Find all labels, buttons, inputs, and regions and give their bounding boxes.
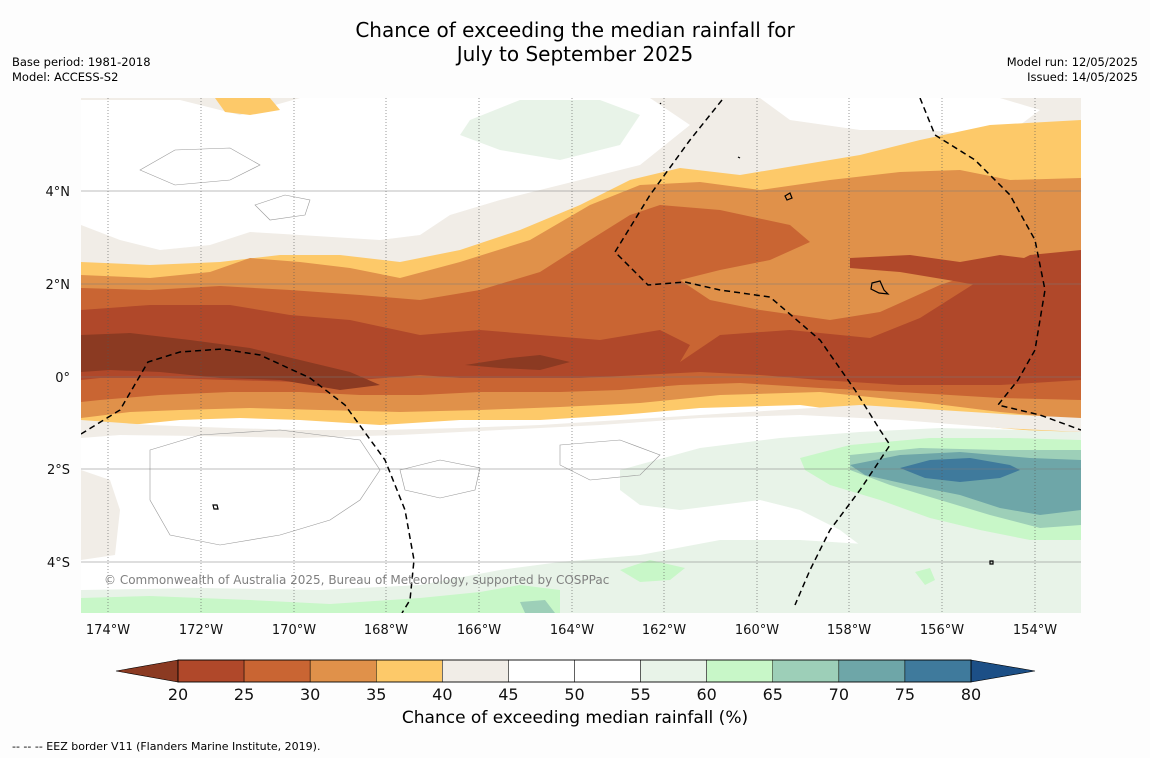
contour-40-45-south-sliver (81, 405, 1081, 438)
lon-label-164w: 164°W (550, 623, 594, 638)
colorbar-tick-label: 55 (630, 685, 650, 700)
colorbar-frame (177, 659, 972, 683)
colorbar-under-arrow (115, 659, 179, 683)
colorbar-cell (508, 659, 575, 683)
lon-label-160w: 160°W (735, 623, 779, 638)
lon-labels: 174°W 172°W 170°W 168°W 166°W 164°W 162°… (86, 623, 1057, 638)
meta-right: Model run: 12/05/2025 Issued: 14/05/2025 (1007, 55, 1138, 85)
base-period-text: Base period: 1981-2018 (12, 55, 151, 69)
graticule-meridians (107, 98, 1036, 613)
colorbar-tick-label: 50 (564, 685, 584, 700)
contour-35-40-nw-blob (215, 98, 280, 115)
map-field: © Commonwealth of Australia 2025, Bureau… (81, 98, 1081, 613)
lon-label-170w: 170°W (272, 623, 316, 638)
lat-label-2s: 2°S (47, 463, 70, 478)
colorbar: 20 25 30 35 40 45 50 55 60 65 70 75 80 (115, 659, 1036, 700)
map-title-line1: Chance of exceeding the median rainfall … (355, 18, 795, 42)
contour-20-25-band (81, 250, 1081, 385)
map-title: Chance of exceeding the median rainfall … (0, 18, 1150, 66)
lat-label-4s: 4°S (47, 556, 70, 571)
colorbar-tick-label: 35 (366, 685, 386, 700)
contour-75-80-east (900, 458, 1020, 482)
rainfall-map: © Commonwealth of Australia 2025, Bureau… (46, 98, 1081, 700)
colorbar-tick-label: 20 (168, 685, 188, 700)
colorbar-cell (442, 659, 509, 683)
contour-60-65-south-blob (620, 560, 685, 582)
eez-footnote: -- -- -- EEZ border V11 (Flanders Marine… (12, 740, 321, 753)
colorbar-cells (177, 659, 972, 683)
islands (212, 102, 994, 565)
thin-contours (139, 147, 661, 546)
colorbar-cell (376, 659, 443, 683)
model-text: Model: ACCESS-S2 (12, 70, 119, 84)
lat-label-4n: 4°N (46, 185, 71, 200)
colorbar-cell (309, 659, 377, 683)
colorbar-title: Chance of exceeding median rainfall (%) (401, 708, 749, 728)
colorbar-tick-label: 25 (234, 685, 254, 700)
issued-text: Issued: 14/05/2025 (1027, 70, 1138, 84)
meta-left: Base period: 1981-2018 Model: ACCESS-S2 (12, 55, 151, 85)
map-title-line2: July to September 2025 (456, 42, 694, 66)
lon-label-162w: 162°W (642, 623, 686, 638)
contour-20-25-ne-blob (850, 255, 1050, 290)
colorbar-tick-label: 70 (829, 685, 849, 700)
colorbar-tick-label: 30 (300, 685, 320, 700)
colorbar-cell (177, 659, 245, 683)
contour-40-45-southwest (81, 470, 120, 560)
contour-65-70-south-blob (520, 600, 555, 613)
lon-label-172w: 172°W (179, 623, 223, 638)
contour-55-60-north (460, 100, 640, 160)
lon-label-158w: 158°W (827, 623, 871, 638)
lat-labels: 4°N 2°N 0° 2°S 4°S (46, 185, 71, 571)
lat-label-2n: 2°N (46, 278, 71, 293)
model-run-text: Model run: 12/05/2025 (1006, 55, 1138, 69)
contour-55-60-south-band (81, 540, 1081, 613)
colorbar-tick-label: 40 (432, 685, 452, 700)
colorbar-tick-label: 65 (763, 685, 783, 700)
colorbar-cell (838, 659, 906, 683)
colorbar-cell (772, 659, 840, 683)
colorbar-cell (243, 659, 311, 683)
colorbar-cell (640, 659, 707, 683)
lat-label-0: 0° (55, 371, 70, 386)
colorbar-tick-label: 75 (895, 685, 915, 700)
eez-borders (81, 98, 1081, 613)
lon-label-156w: 156°W (920, 623, 964, 638)
copyright-text: © Commonwealth of Australia 2025, Bureau… (104, 573, 609, 587)
colorbar-tick-label: 45 (498, 685, 518, 700)
contour-below-20-center (465, 355, 570, 370)
lon-label-168w: 168°W (364, 623, 408, 638)
lon-label-154w: 154°W (1013, 623, 1057, 638)
lon-label-166w: 166°W (457, 623, 501, 638)
colorbar-ticks: 20 25 30 35 40 45 50 55 60 65 70 75 80 (168, 685, 981, 700)
graticule-parallels (81, 190, 1081, 563)
contour-60-65-small (915, 568, 935, 585)
colorbar-tick-label: 80 (961, 685, 981, 700)
colorbar-cell (574, 659, 641, 683)
colorbar-tick-label: 60 (696, 685, 716, 700)
lon-label-174w: 174°W (86, 623, 130, 638)
colorbar-cell (904, 659, 972, 683)
colorbar-over-arrow (970, 659, 1036, 683)
colorbar-cell (706, 659, 774, 683)
